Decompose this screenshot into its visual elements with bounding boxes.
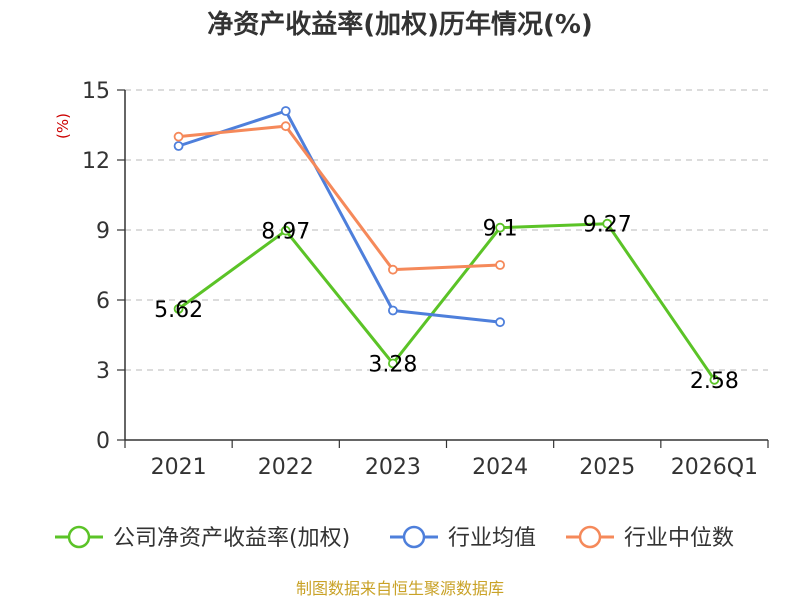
legend-circle-icon xyxy=(67,525,91,549)
series-line-3 xyxy=(178,124,501,272)
series-line-2 xyxy=(178,109,501,324)
data-point-3 xyxy=(495,260,505,270)
chart-title: 净资产收益率(加权)历年情况(%) xyxy=(207,9,593,40)
data-point-1 xyxy=(388,358,398,369)
legend-item-3[interactable]: 行业中位数 xyxy=(566,525,734,551)
data-point-3 xyxy=(173,131,184,142)
data-label: 2.58 xyxy=(690,369,739,394)
y-tick-label: 0 xyxy=(96,429,110,454)
x-tick-label: 2021 xyxy=(151,455,207,480)
data-label: 8.97 xyxy=(261,220,310,245)
data-point-2 xyxy=(388,305,398,316)
y-tick-label: 6 xyxy=(96,289,110,314)
data-point-1 xyxy=(173,303,184,314)
data-label: 9.1 xyxy=(483,217,518,242)
legend-label: 行业均值 xyxy=(448,526,536,551)
data-label: 5.62 xyxy=(154,298,203,323)
data-label: 9.27 xyxy=(583,213,632,238)
legend[interactable]: 公司净资产收益率(加权) 行业均值 行业中位数 xyxy=(55,525,734,551)
data-point-3 xyxy=(280,121,291,132)
data-point-2 xyxy=(495,317,505,328)
data-point-2 xyxy=(173,141,184,151)
x-tick-label: 2022 xyxy=(258,455,314,480)
gridlines xyxy=(125,89,768,371)
data-label: 3.28 xyxy=(368,352,417,377)
data-labels: 5.62 8.97 3.28 9.1 9.27 2.58 xyxy=(154,213,739,394)
legend-circle-icon xyxy=(578,525,602,549)
y-axis-unit-label: (%) xyxy=(54,113,72,139)
axes: 0 3 6 9 12 15 2021 2022 2023 2024 2025 2026Q1 xyxy=(82,79,769,480)
data-point-2 xyxy=(280,106,291,116)
legend-label: 行业中位数 xyxy=(624,526,734,551)
legend-circle-icon xyxy=(402,525,426,549)
x-tick-label: 2024 xyxy=(472,455,528,480)
data-point-1 xyxy=(602,218,613,229)
y-tick-label: 12 xyxy=(82,149,110,174)
data-point-3 xyxy=(388,264,398,275)
data-point-1 xyxy=(280,225,291,236)
legend-label: 公司净资产收益率(加权) xyxy=(113,526,350,551)
y-tick-label: 15 xyxy=(82,79,110,104)
series-lines xyxy=(173,106,720,385)
x-tick-label: 2023 xyxy=(365,455,421,480)
y-tick-label: 9 xyxy=(96,219,110,244)
legend-item-2[interactable]: 行业均值 xyxy=(390,525,536,551)
y-tick-label: 3 xyxy=(96,359,110,384)
x-tick-label: 2026Q1 xyxy=(671,455,758,480)
source-note: 制图数据来自恒生聚源数据库 xyxy=(296,579,504,598)
data-point-1 xyxy=(495,222,505,233)
legend-item-1[interactable]: 公司净资产收益率(加权) xyxy=(55,525,350,551)
data-point-1 xyxy=(709,374,720,385)
series-line-1 xyxy=(177,222,716,381)
x-tick-label: 2025 xyxy=(579,455,635,480)
